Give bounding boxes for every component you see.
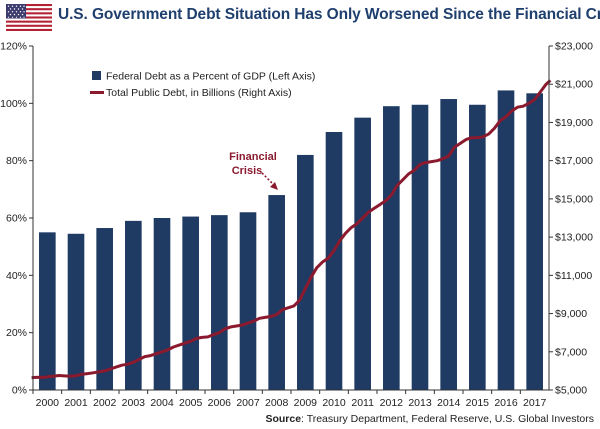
- bar: [440, 99, 457, 391]
- x-tick-label: 2000: [36, 397, 60, 409]
- x-tick-label: 2005: [179, 397, 203, 409]
- right-tick-label: $13,000: [555, 232, 593, 244]
- right-tick-label: $11,000: [555, 270, 592, 282]
- right-tick-label: $17,000: [555, 155, 593, 167]
- left-tick-label: 120%: [0, 41, 27, 53]
- left-tick-label: 40%: [6, 270, 27, 282]
- source-note: Source: Treasury Department, Federal Res…: [265, 413, 594, 425]
- bar: [125, 220, 142, 390]
- bars-layer: [39, 90, 543, 391]
- bar: [354, 117, 371, 391]
- left-tick-label: 60%: [6, 213, 27, 225]
- annotation: Financial Crisis: [229, 151, 278, 190]
- legend-bar-label: Federal Debt as a Percent of GDP (Left A…: [106, 71, 315, 83]
- x-tick-label: 2012: [380, 397, 404, 409]
- x-tick-label: 2009: [294, 397, 318, 409]
- annotation-label-line2: Crisis: [232, 165, 263, 177]
- x-tick-label: 2016: [494, 397, 518, 409]
- bar: [211, 215, 228, 390]
- bar: [325, 132, 343, 390]
- bar: [239, 212, 257, 390]
- left-tick-label: 80%: [6, 155, 27, 167]
- legend-line-label: Total Public Debt, in Billions (Right Ax…: [106, 87, 292, 99]
- x-tick-label: 2015: [466, 397, 490, 409]
- right-tick-label: $5,000: [555, 385, 587, 397]
- annotation-label-line1: Financial: [229, 151, 277, 163]
- right-tick-label: $23,000: [555, 41, 593, 53]
- chart-area: 0% 20% 40% 60% 80% 100% 120% $5,000 $7,000 $9,000…: [0, 41, 593, 410]
- x-tick-label: 2001: [64, 397, 88, 409]
- bar: [383, 106, 400, 390]
- annotation-arrow-shaft: [261, 172, 275, 186]
- bar: [268, 195, 285, 390]
- bar: [39, 232, 56, 390]
- bar: [297, 154, 314, 390]
- bar: [526, 93, 543, 391]
- x-tick-label: 2017: [523, 397, 547, 409]
- bar: [497, 90, 515, 390]
- right-tick-label: $21,000: [555, 79, 593, 91]
- x-tick-label: 2002: [93, 397, 117, 409]
- left-tick-label: 100%: [0, 98, 27, 110]
- us-flag-icon: [6, 4, 52, 31]
- left-tick-label: 0%: [12, 385, 27, 397]
- x-tick-label: 2011: [351, 397, 374, 409]
- right-tick-label: $9,000: [555, 308, 587, 320]
- bar: [153, 218, 171, 390]
- x-tick-label: 2006: [208, 397, 232, 409]
- x-tick-label: 2014: [437, 397, 461, 409]
- chart-title: U.S. Government Debt Situation Has Only …: [58, 6, 600, 23]
- x-tick-label: 2007: [236, 397, 260, 409]
- annotation-arrow-head: [270, 182, 278, 190]
- left-tick-label: 20%: [6, 327, 27, 339]
- x-tick-label: 2013: [408, 397, 432, 409]
- axes-layer: 0% 20% 40% 60% 80% 100% 120% $5,000 $7,000 $9,000…: [0, 41, 593, 410]
- x-tick-label: 2003: [122, 397, 146, 409]
- right-tick-label: $7,000: [555, 346, 587, 358]
- bar: [67, 233, 85, 390]
- bar: [411, 104, 429, 391]
- chart-header: U.S. Government Debt Situation Has Only …: [0, 0, 600, 34]
- bar: [96, 228, 113, 390]
- legend: Federal Debt as a Percent of GDP (Left A…: [90, 71, 315, 99]
- line-layer: [31, 79, 552, 380]
- series-line-total-public-debt: [31, 79, 552, 380]
- bar: [182, 216, 199, 390]
- right-tick-label: $19,000: [555, 117, 593, 129]
- legend-bar-swatch: [92, 71, 101, 80]
- source-label: Source: [265, 413, 302, 425]
- source-text: : Treasury Department, Federal Reserve, …: [301, 413, 594, 425]
- x-tick-label: 2010: [322, 397, 346, 409]
- x-tick-label: 2004: [150, 397, 174, 409]
- x-tick-label: 2008: [265, 397, 289, 409]
- right-tick-label: $15,000: [555, 193, 593, 205]
- bar: [469, 104, 486, 391]
